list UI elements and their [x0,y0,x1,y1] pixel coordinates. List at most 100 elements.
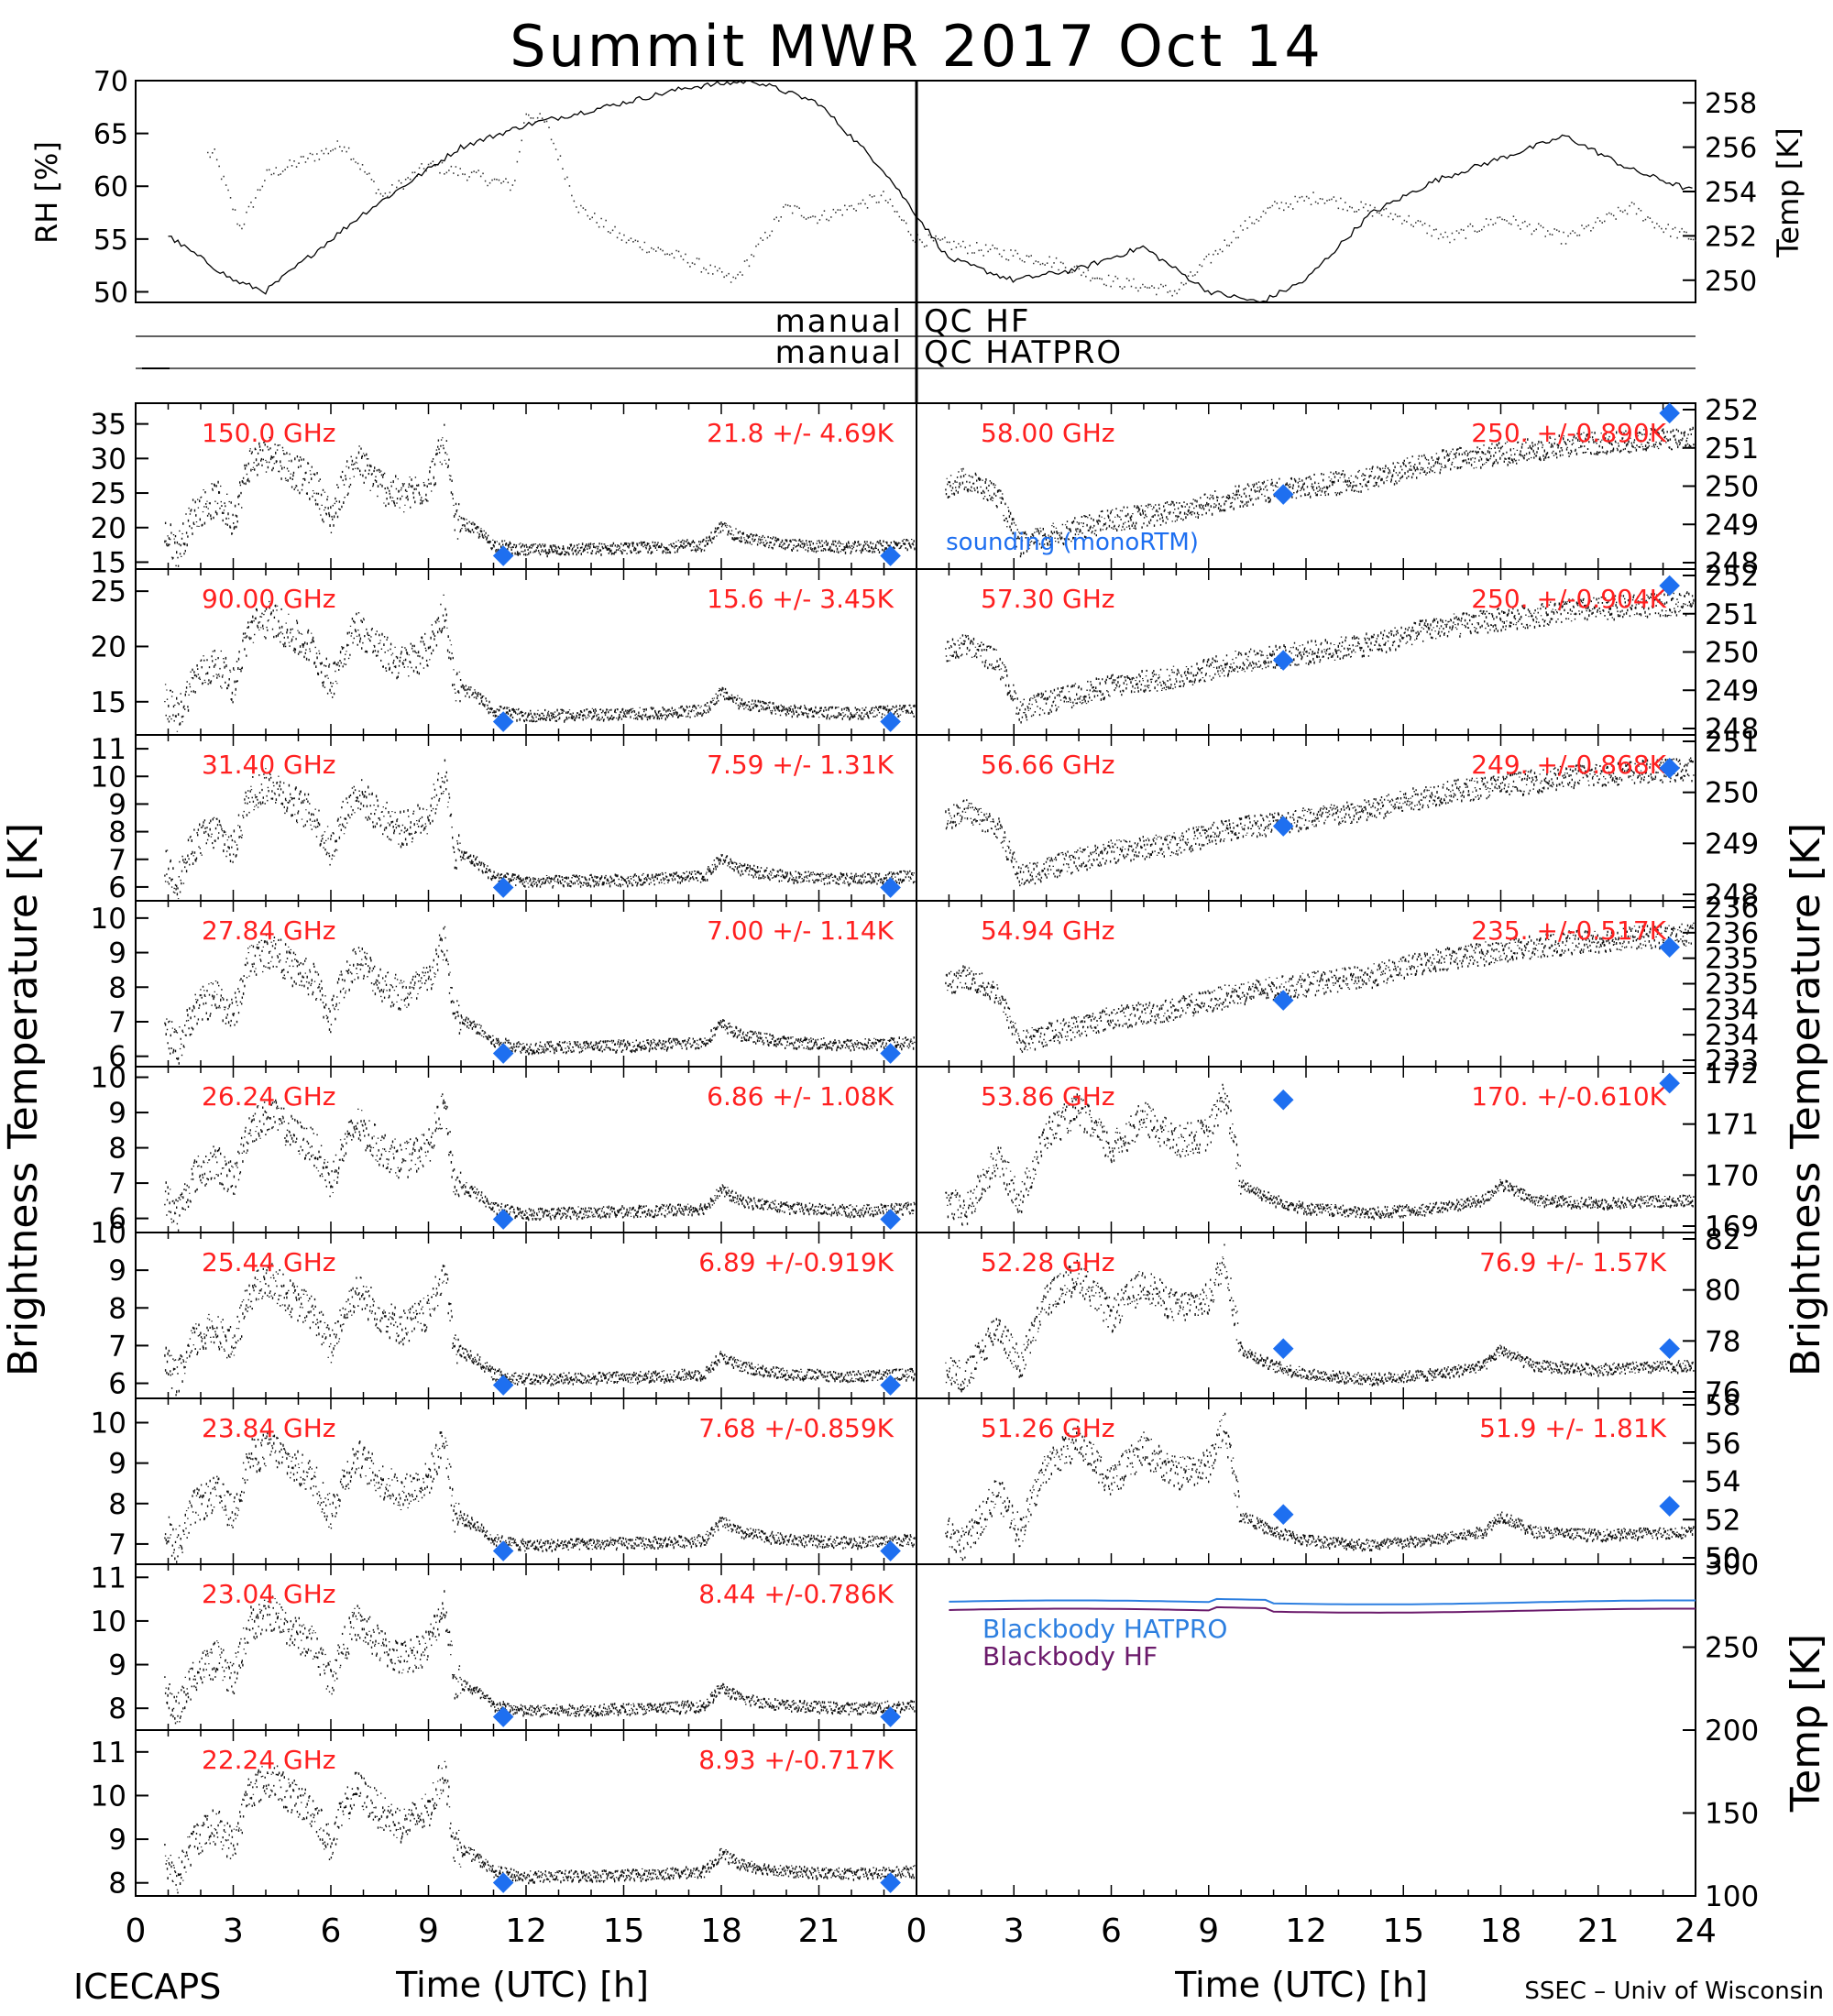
y-axis-label-left: Brightness Temperature [K] [0,823,47,1376]
y-tick-label: 6 [108,1368,126,1401]
rh-tick-label: 55 [93,225,128,257]
x-tick-label: 18 [1480,1912,1522,1950]
right-series [945,1412,1695,1561]
bb-tick-label: 100 [1705,1880,1759,1913]
sounding-marker [1272,650,1294,671]
freq-label: 23.04 GHz [202,1579,336,1609]
y-tick-label: 8 [108,1292,126,1325]
stat-label: 250. +/-0.890K [1471,418,1666,448]
x-tick-label: 9 [1198,1912,1219,1950]
sounding-marker [1272,816,1294,837]
y-tick-label: 11 [91,1737,126,1769]
right-series [945,1244,1695,1393]
y-tick-label: 8 [108,1868,126,1901]
y-tick-label: 30 [91,443,126,476]
y-tick-label: 6 [108,1041,126,1074]
left-series [164,1590,916,1725]
y-tick-label: 52 [1705,1504,1740,1537]
y-tick-label: 80 [1705,1275,1740,1308]
freq-label: 58.00 GHz [981,418,1115,448]
left-series [164,1263,916,1397]
sounding-marker [1659,757,1680,779]
sounding-marker [1659,937,1680,958]
x-tick-label: 0 [906,1912,927,1950]
sounding-marker [1272,484,1294,505]
stat-label: 170. +/-0.610K [1471,1081,1666,1112]
y-tick-label: 8 [108,971,126,1004]
y-tick-label: 252 [1705,394,1759,427]
y-tick-label: 249 [1705,509,1759,542]
y-tick-label: 251 [1705,726,1759,759]
x-axis-label-right: Time (UTC) [h] [1174,1965,1428,2005]
rh-tick-label: 70 [93,66,128,98]
sounding-marker [880,1209,901,1230]
temp-tick-label: 250 [1705,266,1757,298]
y-tick-label: 10 [91,1062,126,1095]
freq-label: 57.30 GHz [981,584,1115,614]
y-tick-label: 20 [91,512,126,545]
sounding-marker [880,1540,901,1561]
bb-tick-label: 200 [1705,1715,1759,1748]
y-tick-label: 25 [91,575,126,608]
y-tick-label: 10 [91,1217,126,1250]
freq-label: 22.24 GHz [202,1745,336,1775]
x-tick-label: 12 [505,1912,547,1950]
y-tick-label: 172 [1705,1057,1759,1090]
freq-label: 53.86 GHz [981,1081,1115,1112]
y-tick-label: 8 [108,1488,126,1521]
left-series [164,1093,916,1232]
freq-label: 56.66 GHz [981,750,1115,780]
sounding-marker [1659,402,1680,424]
temp-axis-label: Temp [K] [1771,127,1806,257]
y-tick-label: 10 [91,1605,126,1638]
y-tick-label: 248 [1705,879,1759,912]
sounding-marker [880,1872,901,1893]
rh-tick-label: 50 [93,277,128,309]
y-tick-label: 9 [108,1448,126,1481]
bb-series-line [949,1597,1696,1605]
y-tick-label: 169 [1705,1211,1759,1244]
x-tick-label: 6 [321,1912,342,1950]
y-tick-label: 10 [91,761,126,794]
right-series [945,757,1695,887]
left-series [164,594,916,732]
x-tick-label: 15 [603,1912,645,1950]
y-tick-label: 249 [1705,827,1759,860]
y-tick-label: 236 [1705,892,1759,925]
y-tick-label: 6 [108,1203,126,1236]
y-tick-label: 250 [1705,777,1759,810]
y-tick-label: 9 [108,1255,126,1287]
bb-tick-label: 150 [1705,1798,1759,1831]
y-tick-label: 7 [108,1330,126,1363]
y-tick-label: 250 [1705,471,1759,504]
sounding-marker [492,711,514,732]
stat-label: 21.8 +/- 4.69K [707,418,894,448]
sounding-marker [1272,990,1294,1011]
sounding-marker [492,1872,514,1893]
left-series [164,1760,916,1894]
freq-label: 52.28 GHz [981,1247,1115,1277]
qc-hf-right: QC HF [924,303,1030,340]
x-tick-label: 3 [223,1912,244,1950]
y-axis-label-bb: Temp [K] [1783,1634,1829,1813]
rh-axis-label: RH [%] [29,141,64,244]
stat-label: 8.44 +/-0.786K [698,1579,894,1609]
rh-tick-label: 65 [93,119,128,151]
freq-label: 26.24 GHz [202,1081,336,1112]
y-tick-label: 10 [91,1407,126,1440]
y-tick-label: 11 [91,1561,126,1594]
y-tick-label: 50 [1705,1542,1740,1575]
y-tick-label: 9 [108,1097,126,1130]
rh-tick-label: 60 [93,171,128,203]
sounding-marker [1659,575,1680,597]
footer-right: SSEC – Univ of Wisconsin [1524,1978,1824,2005]
y-tick-label: 234 [1705,993,1759,1026]
y-tick-label: 9 [108,937,126,970]
y-tick-label: 170 [1705,1159,1759,1192]
y-tick-label: 249 [1705,674,1759,707]
sounding-marker [1659,1072,1680,1094]
y-tick-label: 15 [91,546,126,579]
sounding-marker [492,877,514,898]
stat-label: 250. +/-0.904K [1471,584,1666,614]
